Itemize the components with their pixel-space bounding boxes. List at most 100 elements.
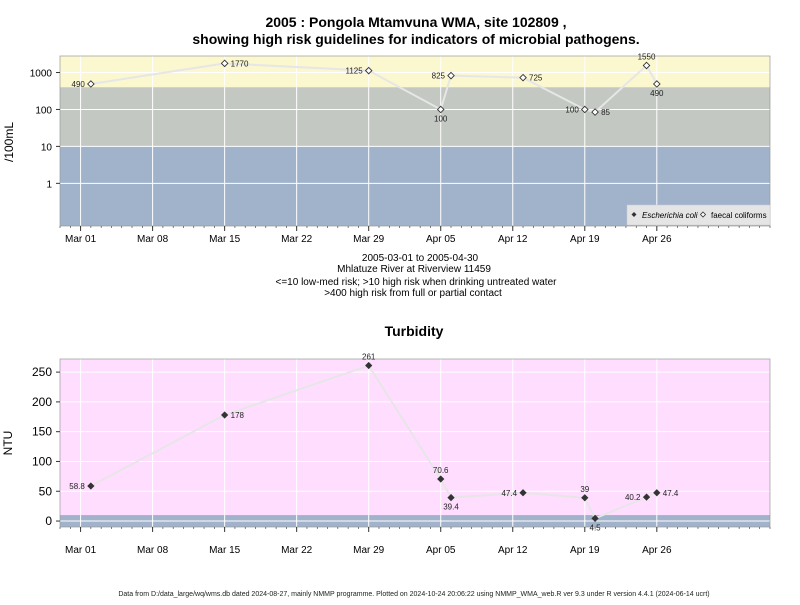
risk-band-0	[60, 56, 770, 88]
data-label: 178	[231, 411, 245, 420]
data-point	[653, 489, 661, 497]
data-point	[87, 80, 95, 88]
data-point	[519, 73, 527, 82]
chart1-title: 2005 : Pongola Mtamvuna WMA, site 102809…	[265, 14, 566, 30]
chart2-title: Turbidity	[385, 323, 444, 339]
data-label: 4.5	[590, 523, 602, 532]
chart1-axes: 1 10 100 1000 Mar 01 Mar 08 Mar 15 Mar 22 Mar 29…	[30, 55, 771, 245]
xtick-label-8: Apr 26	[642, 234, 672, 245]
data-label: 39	[580, 485, 589, 494]
ytick-label-2: 100	[32, 454, 52, 468]
ytick-label-4: 200	[32, 395, 52, 409]
data-point	[437, 475, 445, 483]
footer-note: Data from D:/data_large/wq/wms.db dated …	[118, 591, 709, 598]
data-label: 1550	[638, 52, 656, 61]
xtick-label-7: Apr 19	[570, 234, 600, 245]
xtick-label-2: Mar 15	[209, 234, 241, 245]
chart1-subtitle: showing high risk guidelines for indicat…	[192, 31, 639, 47]
data-label: 490	[650, 89, 664, 98]
ytick-label-3: 150	[32, 425, 52, 439]
data-point	[221, 411, 229, 419]
data-point	[581, 494, 589, 502]
data-label: 825	[432, 72, 446, 81]
data-point	[519, 489, 527, 497]
data-label: 100	[565, 105, 579, 114]
xtick-label-5: Apr 05	[426, 545, 456, 556]
note-risk-drinking: <=10 low-med risk; >10 high risk when dr…	[276, 277, 558, 288]
data-point	[591, 108, 599, 116]
legend-fc-marker	[699, 211, 707, 218]
legend-ecoli-marker	[631, 212, 637, 217]
data-label: 47.4	[663, 489, 679, 498]
data-point	[580, 105, 589, 114]
plot-border	[59, 55, 771, 227]
data-label: 47.4	[501, 489, 517, 498]
chart1-legend: Escherichia coli faecal coliforms	[626, 204, 771, 226]
data-point	[364, 66, 373, 75]
xtick-label-7: Apr 19	[570, 545, 600, 556]
ytick-label-0: 0	[45, 514, 52, 528]
data-point	[220, 59, 229, 68]
data-label: 40.2	[625, 493, 641, 502]
data-label: 85	[601, 108, 610, 117]
xtick-label-3: Mar 22	[281, 545, 313, 556]
chart2-marks: 58.8 178 261 70.6 39.4 47.4 39 4.5 40.2 47.4	[69, 353, 679, 533]
data-point	[591, 514, 599, 522]
data-label: 261	[362, 353, 376, 362]
data-point	[365, 361, 373, 370]
data-label: 70.6	[433, 466, 449, 475]
legend-ecoli-label: Escherichia coli	[642, 211, 698, 220]
ytick-label-1: 10	[41, 142, 53, 153]
data-point	[652, 80, 661, 88]
chart2-plot-area	[60, 359, 770, 527]
xtick-label-3: Mar 22	[281, 234, 313, 245]
chart2-gridlines	[60, 359, 770, 527]
plot-border	[59, 358, 771, 528]
data-point	[447, 71, 455, 80]
data-label: 100	[434, 114, 448, 123]
xtick-label-1: Mar 08	[137, 545, 169, 556]
ytick-label-1: 50	[39, 484, 53, 498]
xtick-label-4: Mar 29	[353, 545, 385, 556]
data-label: 58.8	[69, 482, 85, 491]
xtick-label-5: Apr 05	[426, 234, 456, 245]
xtick-label-0: Mar 01	[65, 545, 97, 556]
chart2-ylabel: NTU	[1, 431, 15, 456]
chart1-ylabel: /100mL	[2, 122, 16, 162]
xtick-label-8: Apr 26	[642, 545, 672, 556]
data-label: 1770	[231, 59, 249, 68]
xtick-label-0: Mar 01	[65, 234, 97, 245]
xtick-label-4: Mar 29	[353, 234, 385, 245]
data-point	[87, 482, 95, 490]
xtick-label-6: Apr 12	[498, 234, 528, 245]
data-label: 490	[72, 80, 86, 89]
xtick-label-2: Mar 15	[209, 545, 241, 556]
data-label: 39.4	[443, 503, 459, 512]
note-site: Mhlatuze River at Riverview 11459	[337, 264, 491, 275]
data-point	[642, 493, 651, 501]
data-label: 725	[529, 74, 543, 83]
chart1-plot-area	[60, 56, 770, 226]
data-label: 1125	[345, 67, 363, 76]
legend-box	[626, 204, 771, 226]
ytick-label-3: 1000	[30, 69, 53, 80]
series-line-0	[90, 62, 658, 114]
risk-band-1	[60, 87, 770, 147]
chart1-gridlines	[60, 56, 770, 226]
note-risk-contact: >400 high risk from full or partial cont…	[324, 288, 502, 299]
legend-fc-label: faecal coliforms	[711, 211, 767, 220]
chart2-axes: 0 50 100 150 200 250 Mar 01 Mar 08 Mar 15 Mar 22 M…	[32, 358, 771, 556]
data-point	[642, 61, 651, 70]
ytick-label-5: 250	[32, 365, 52, 379]
turbidity-bg	[60, 359, 770, 527]
chart1-marks: 490 1770 1125 100 825 725 100 85 1550 490	[72, 52, 665, 123]
data-point	[436, 105, 445, 114]
series-line-0	[90, 364, 658, 520]
xtick-label-1: Mar 08	[137, 234, 169, 245]
xtick-label-6: Apr 12	[498, 545, 528, 556]
ytick-label-2: 100	[35, 105, 52, 116]
note-date-range: 2005-03-01 to 2005-04-30	[362, 253, 479, 264]
ytick-label-0: 1	[46, 179, 52, 190]
data-point	[447, 493, 455, 502]
